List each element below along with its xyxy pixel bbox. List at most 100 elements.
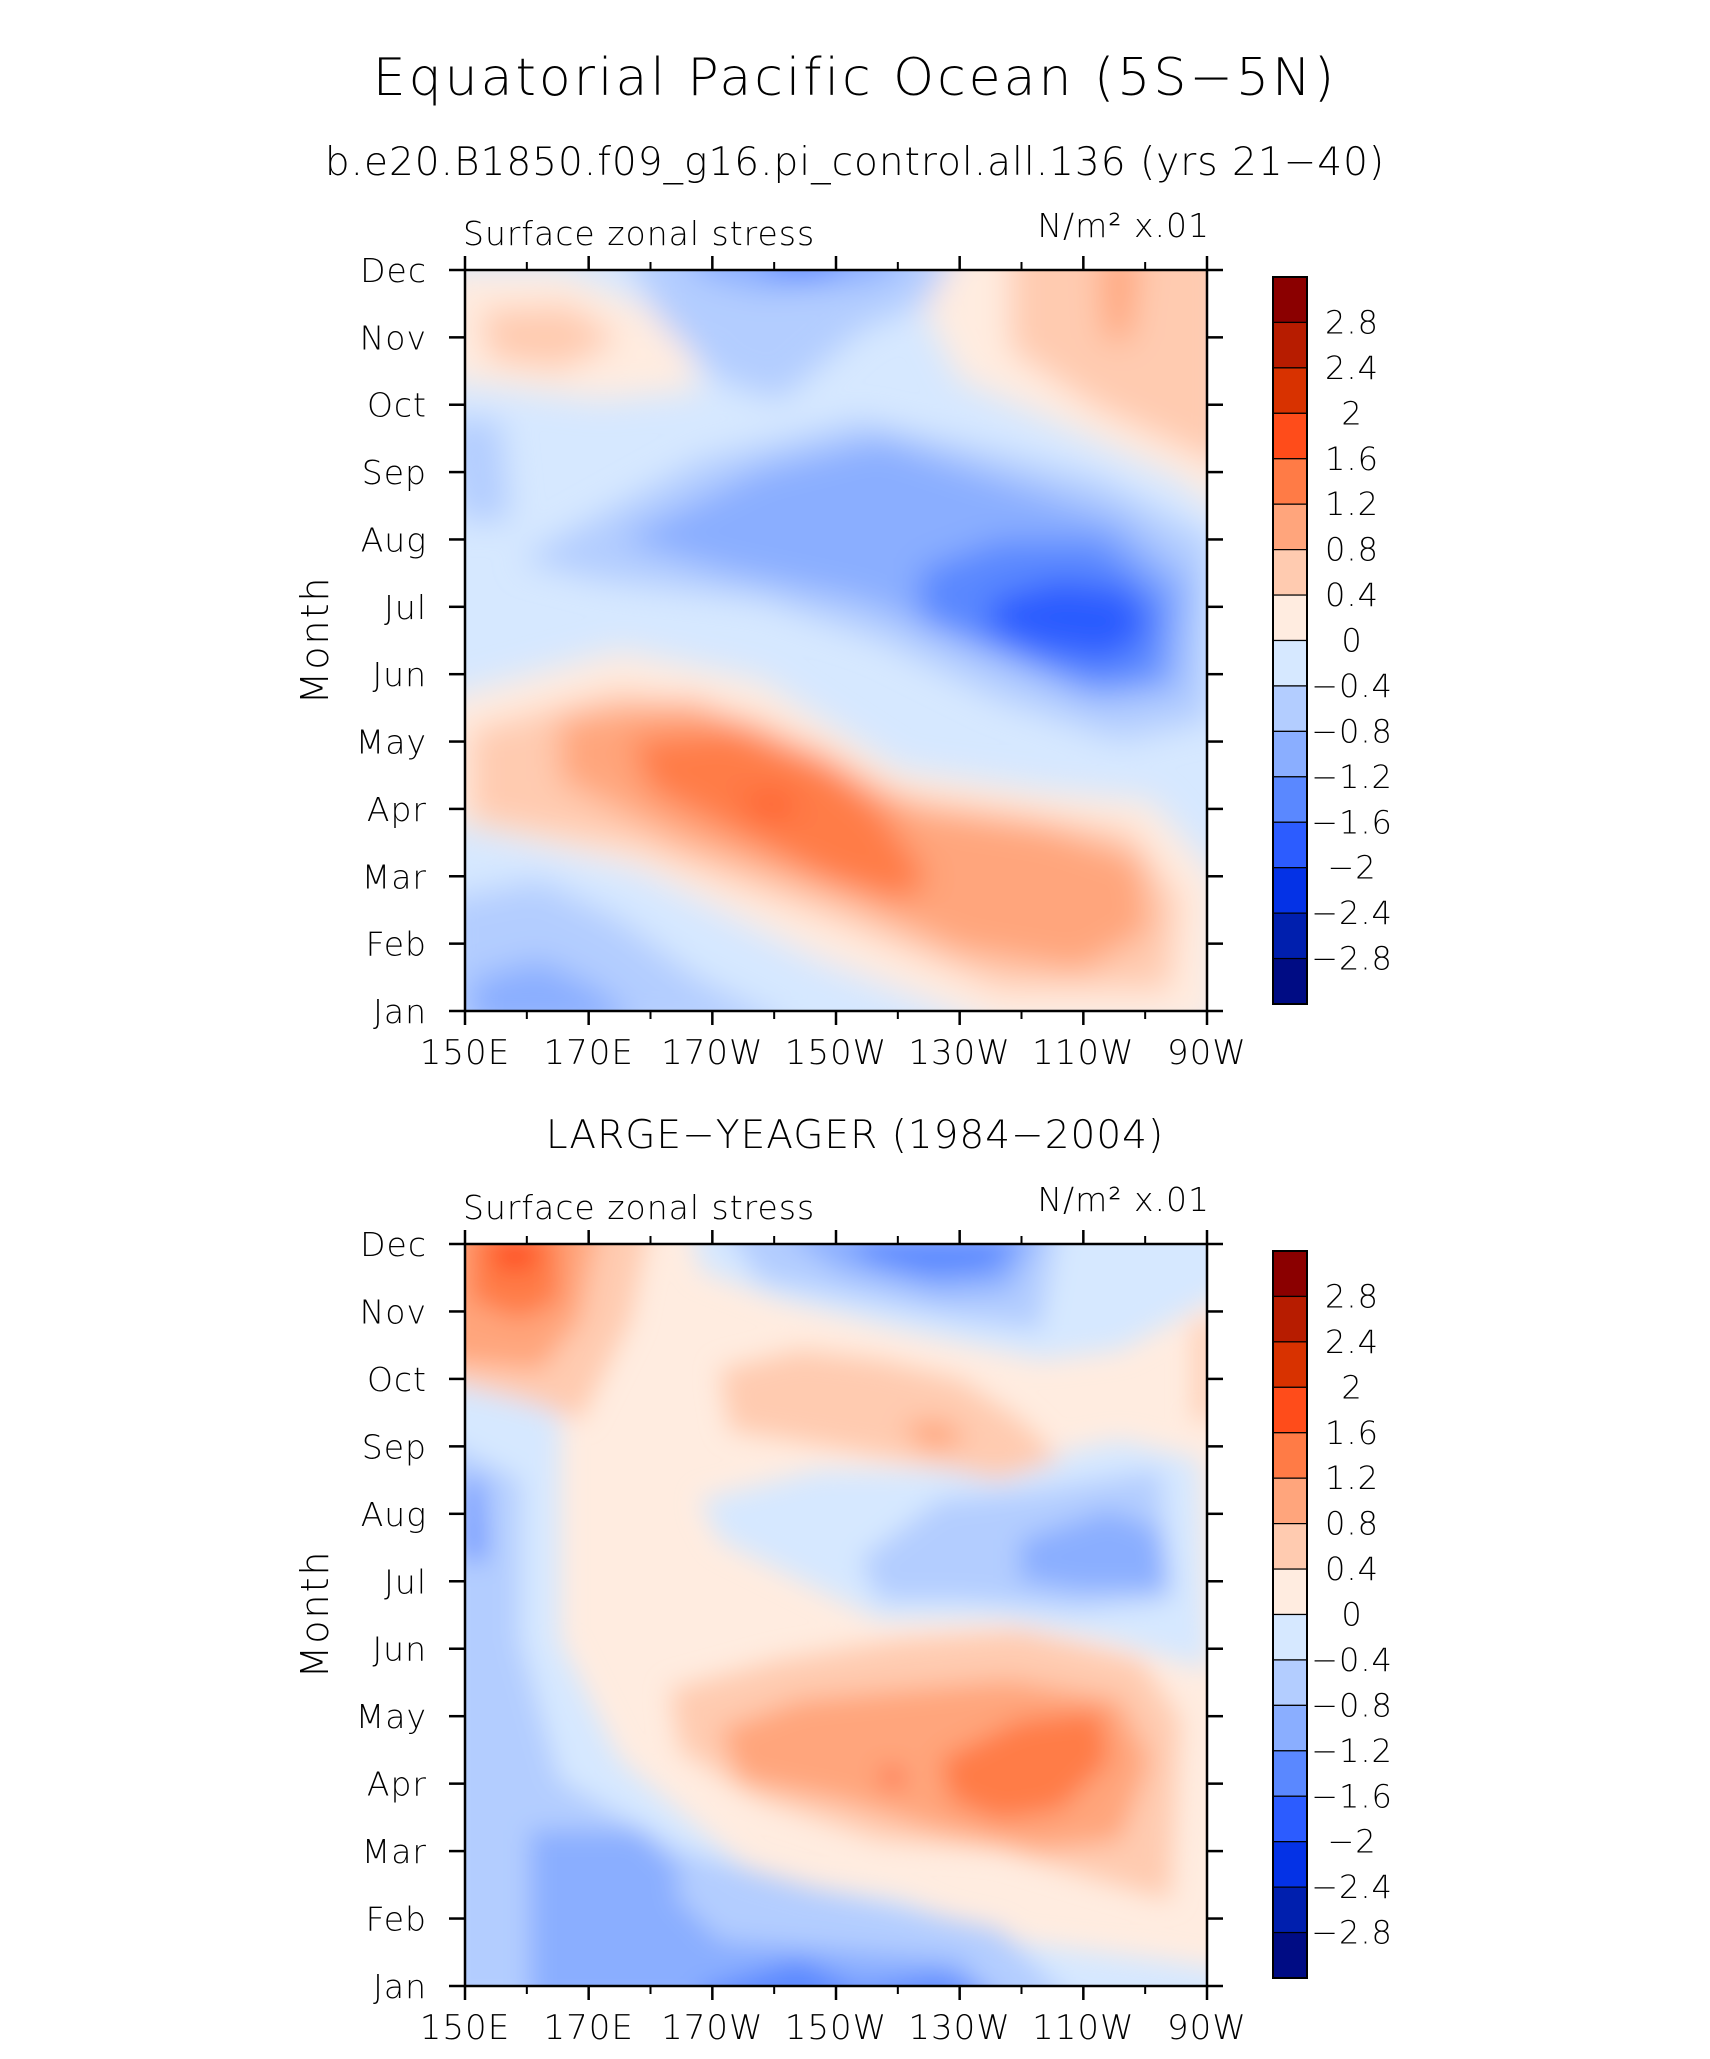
panel-a-colorbar-label: 0.4	[1325, 576, 1379, 614]
panel-b-colorbar-swatch	[1272, 1295, 1308, 1343]
panel-a-xtick-label: 150W	[785, 1033, 888, 1073]
panel-b-colorbar-label: −0.4	[1311, 1641, 1393, 1679]
main-title: Equatorial Pacific Ocean (5S−5N)	[372, 48, 1338, 108]
panel-b-colorbar-swatch	[1272, 1250, 1308, 1298]
panel-a-ytick-label: Jan	[373, 992, 427, 1031]
panel-a-xtick-label: 150E	[420, 1033, 510, 1073]
panel-b-ytick-label: Nov	[360, 1292, 427, 1331]
panel-b-colorbar-swatch	[1272, 1568, 1308, 1616]
panel-b-pos-right-edge	[1195, 1320, 1207, 1420]
panel-b-ytick-label: Aug	[361, 1495, 427, 1534]
panel-b-colorbar-label: −1.2	[1311, 1732, 1393, 1770]
panel-b-colorbar-frame	[1272, 1250, 1308, 1979]
panel-a-colorbar-swatch	[1272, 776, 1308, 823]
panel-b-colorbar-swatch	[1272, 1704, 1308, 1752]
panel-a-ytick-label: Aug	[361, 520, 427, 559]
panel-a-colorbar-swatch	[1272, 594, 1308, 642]
panel-a-ylabel: Month	[293, 575, 337, 704]
panel-a-colorbar-swatch	[1272, 276, 1308, 324]
panel-b-colorbar-label: 0.8	[1325, 1505, 1379, 1543]
panel-b-ytick-label: May	[356, 1697, 427, 1736]
panel-b-left-label: Surface zonal stress	[463, 1188, 815, 1227]
panel-b-colorbar-label: 2.4	[1325, 1323, 1379, 1361]
panel-a-colorbar-label: −1.2	[1311, 758, 1393, 796]
panel-a-colorbar-swatch	[1272, 957, 1308, 1005]
panel-b-colorbar-swatch	[1272, 1795, 1308, 1843]
panel-a-ytick-label: Jul	[384, 588, 427, 627]
panel-a-xtick-label: 90W	[1167, 1033, 1247, 1073]
panel-a-colorbar-swatch	[1272, 549, 1308, 596]
panel-a-ytick-label: Sep	[362, 453, 427, 492]
panel-b-colorbar-label: −1.6	[1311, 1777, 1393, 1815]
panel-b: 150E 170E 170W 150W 130W 110W 90W Jan Feb Mar Apr M…	[293, 1180, 1393, 2048]
panel-a-colorbar-label: 2.4	[1325, 349, 1379, 387]
panel-a-colorbar-swatch	[1272, 639, 1308, 687]
panel-a-colorbar-swatch	[1272, 821, 1308, 869]
panel-a-colorbar-label: 1.6	[1325, 440, 1379, 478]
panel-a-colorbar: 2.8 2.4 2 1.6 1.2 0.8 0.4 0 −0.4 −0.8 −1.2 −1.6 −2 −2…	[1272, 276, 1393, 1005]
panel-b-neg-top-3	[854, 1244, 1016, 1275]
panel-a-colorbar-swatch	[1272, 458, 1308, 505]
panel-a-xtick-label: 170E	[543, 1033, 633, 1073]
panel-a-colorbar-label: 0.8	[1325, 531, 1379, 569]
panel-b-right-label: N/m² x.01	[1037, 1180, 1210, 1219]
panel-b-ylabel: Month	[293, 1549, 337, 1678]
panel-a-neg-core	[990, 580, 1150, 660]
panel-a-ytick-label: Oct	[367, 386, 427, 425]
panel-a-contours	[465, 270, 1207, 1011]
panel-a-right-label: N/m² x.01	[1037, 206, 1210, 245]
panel-a: 150E 170E 170W 150W 130W 110W 90W Jan Feb Mar Apr M…	[293, 206, 1393, 1073]
panel-b-pos-tl-3	[470, 1244, 560, 1320]
panel-b-colorbar-swatch	[1272, 1341, 1308, 1388]
panel-b-xtick-label: 150W	[785, 2008, 888, 2048]
panel-a-ytick-label: May	[356, 723, 427, 762]
panel-b-colorbar-label: 0.4	[1325, 1550, 1379, 1588]
panel-a-title: b.e20.B1850.f09_g16.pi_control.all.136 (…	[324, 140, 1386, 185]
panel-a-pos-ur-2	[1100, 270, 1139, 340]
panel-b-colorbar-swatch	[1272, 1659, 1308, 1706]
panel-a-pos-ur-1	[1010, 270, 1207, 460]
panel-a-colorbar-label: 0	[1341, 622, 1362, 660]
panel-b-neg-left-0	[465, 1368, 1207, 1986]
panel-a-ytick-label: Mar	[362, 857, 427, 896]
panel-b-colorbar-swatch	[1272, 1750, 1308, 1797]
panel-b-pos-low-3	[940, 1710, 1110, 1820]
panel-b-colorbar-label: 2	[1341, 1368, 1362, 1406]
panel-b-ytick-label: Jul	[384, 1562, 427, 1601]
panel-b-xtick-label: 150E	[420, 2008, 510, 2048]
panel-b-ytick-label: Jan	[373, 1967, 427, 2006]
panel-a-colorbar-label: −0.4	[1311, 667, 1393, 705]
panel-a-colorbar-swatch	[1272, 321, 1308, 369]
panel-a-pos-core	[735, 795, 800, 815]
panel-a-ytick-label: Apr	[367, 790, 427, 829]
panel-a-neg-bl-2	[470, 960, 621, 1011]
panel-a-xtick-label: 130W	[908, 1033, 1011, 1073]
panel-a-ytick-label: Jun	[372, 655, 427, 694]
panel-a-colorbar-label: −1.6	[1311, 803, 1393, 841]
panel-b-ytick-label: Mar	[362, 1832, 427, 1871]
panel-a-colorbar-swatch	[1272, 912, 1308, 960]
panel-a-ytick-label: Feb	[366, 925, 427, 964]
panel-b-colorbar-label: −0.8	[1311, 1686, 1393, 1724]
panel-a-neg-top-2	[697, 270, 890, 290]
panel-a-xtick-label: 170W	[661, 1033, 764, 1073]
panel-a-colorbar-swatch	[1272, 730, 1308, 778]
panel-b-colorbar-swatch	[1272, 1841, 1308, 1888]
panel-b-title: LARGE−YEAGER (1984−2004)	[545, 1113, 1165, 1158]
panel-b-ytick-label: Feb	[366, 1900, 427, 1939]
panel-a-colorbar-label: 2.8	[1325, 303, 1379, 341]
panel-b-colorbar: 2.8 2.4 2 1.6 1.2 0.8 0.4 0 −0.4 −0.8 −1.2 −1.6 −2 −2…	[1272, 1250, 1393, 1979]
panel-b-colorbar-swatch	[1272, 1931, 1308, 1979]
panel-b-xtick-label: 130W	[908, 2008, 1011, 2048]
panel-a-colorbar-label: −0.8	[1311, 712, 1393, 750]
panel-b-xtick-label: 170W	[661, 2008, 764, 2048]
panel-a-colorbar-label: −2.8	[1311, 940, 1393, 978]
panel-a-ticks: 150E 170E 170W 150W 130W 110W 90W Jan Feb Mar Apr M…	[356, 251, 1247, 1073]
panel-b-colorbar-swatch	[1272, 1432, 1308, 1479]
panel-b-xtick-label: 90W	[1167, 2008, 1247, 2048]
panel-b-colorbar-label: 1.6	[1325, 1414, 1379, 1452]
panel-a-colorbar-swatch	[1272, 867, 1308, 914]
panel-b-xtick-label: 170E	[543, 2008, 633, 2048]
panel-b-ytick-label: Apr	[367, 1765, 427, 1804]
panel-a-pos-ul-1	[480, 305, 620, 370]
